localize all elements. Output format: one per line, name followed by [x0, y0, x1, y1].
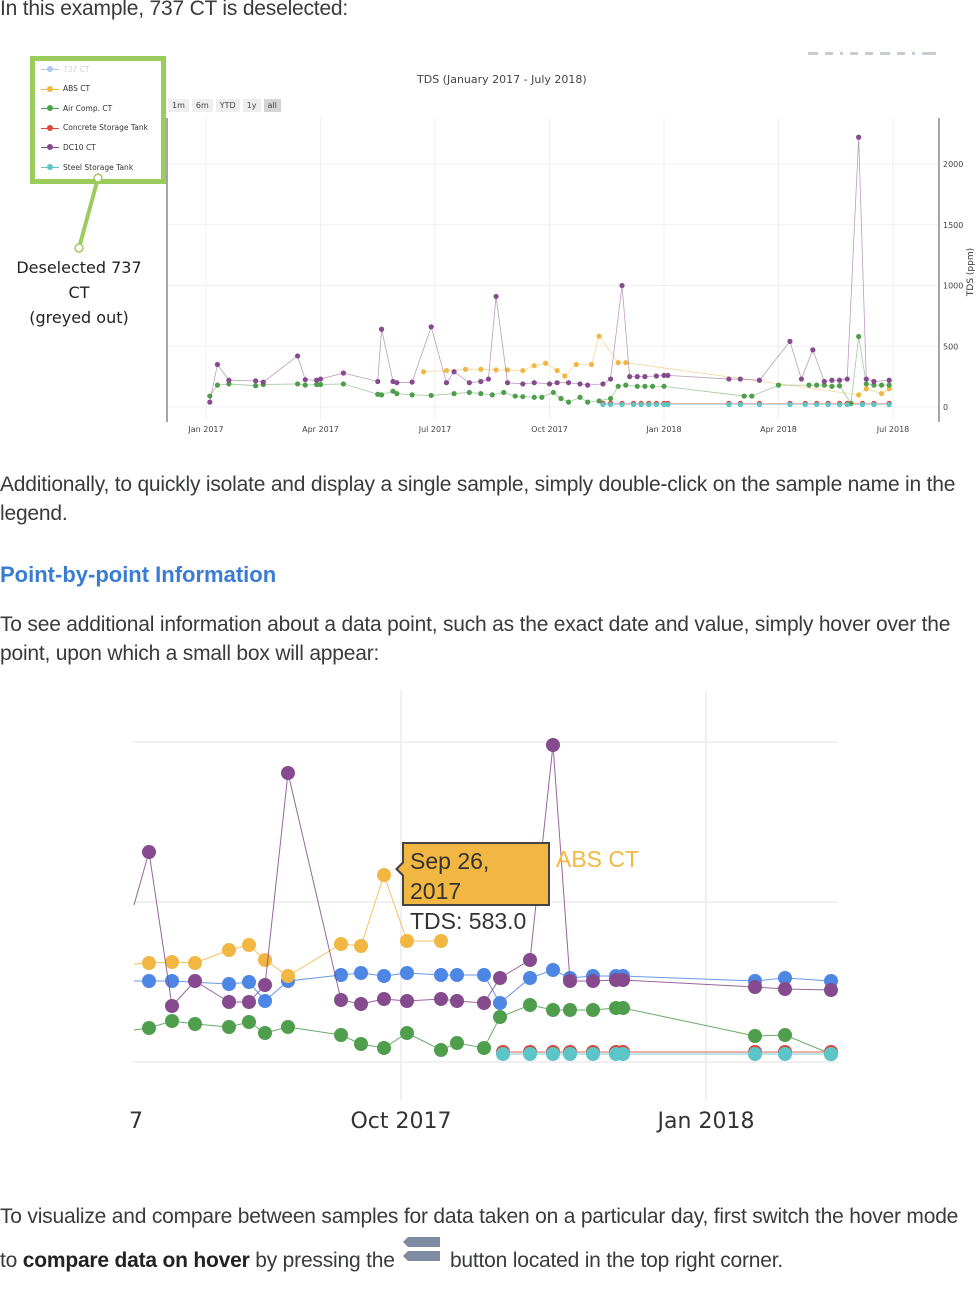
- intro-text: In this example, 737 CT is deselected:: [0, 0, 349, 20]
- legend-label: Concrete Storage Tank: [63, 123, 148, 133]
- tooltip-value: TDS: 583.0: [410, 908, 527, 934]
- spike-lines-icon[interactable]: [912, 52, 915, 55]
- svg-text:Apr 2018: Apr 2018: [760, 425, 797, 434]
- range-button-1y[interactable]: 1y: [242, 99, 261, 112]
- legend-marker-icon: [41, 103, 59, 113]
- legend-item-737-ct[interactable]: 737 CT: [41, 63, 90, 75]
- deselected-callout: Deselected 737 CT (greyed out): [4, 255, 154, 330]
- legend-marker-icon: [41, 162, 59, 172]
- svg-text:7: 7: [129, 1109, 143, 1134]
- legend-marker-icon: [41, 123, 59, 133]
- range-button-all[interactable]: all: [263, 99, 281, 112]
- section-title: Point-by-point Information: [0, 562, 277, 587]
- svg-text:Jan 2018: Jan 2018: [645, 425, 681, 434]
- camera-icon[interactable]: [808, 52, 818, 55]
- svg-text:Apr 2017: Apr 2017: [302, 425, 339, 434]
- tds-chart-plot[interactable]: Jan 2017 Apr 2017 Jul 2017 Oct 2017 Jan 2018…: [0, 40, 976, 440]
- svg-text:500: 500: [943, 342, 958, 351]
- legend-marker-icon: [41, 64, 59, 74]
- compare-bold-text: compare data on hover: [22, 1249, 250, 1272]
- svg-text:TDS (ppm): TDS (ppm): [966, 248, 976, 297]
- legend-item-abs-ct[interactable]: ABS CT: [41, 83, 90, 95]
- zoom-icon[interactable]: [825, 52, 833, 55]
- legend-item-dc10-ct[interactable]: DC10 CT: [41, 141, 96, 153]
- callout-line-2: (greyed out): [29, 308, 129, 327]
- svg-text:1000: 1000: [943, 282, 963, 291]
- zoom-out-icon[interactable]: [865, 52, 873, 55]
- svg-text:Jul 2018: Jul 2018: [876, 425, 910, 434]
- svg-text:1500: 1500: [943, 221, 963, 230]
- svg-text:Jul 2017: Jul 2017: [418, 425, 452, 434]
- legend-marker-icon: [41, 142, 59, 152]
- legend-label: ABS CT: [63, 84, 91, 94]
- range-button-ytd[interactable]: YTD: [215, 99, 240, 112]
- legend-label: Air Comp. CT: [63, 103, 113, 113]
- legend-item-steel-storage-tank[interactable]: Steel Storage Tank: [41, 161, 133, 173]
- chart-legend: 737 CT ABS CT Air Comp. CT Concrete Storage…: [30, 56, 166, 184]
- svg-text:0: 0: [943, 403, 948, 412]
- legend-marker-icon: [41, 84, 59, 94]
- tooltip-date: Sep 26, 2017: [410, 848, 490, 904]
- hover-paragraph: To see additional information about a da…: [0, 613, 951, 665]
- callout-connector: [74, 173, 103, 253]
- compare-hover-icon[interactable]: [922, 52, 936, 55]
- chart-title: TDS (January 2017 - July 2018): [417, 73, 587, 86]
- pan-icon[interactable]: [840, 52, 843, 55]
- svg-text:Oct 2017: Oct 2017: [531, 425, 568, 434]
- compare-paragraph: To visualize and compare between samples…: [0, 1195, 970, 1283]
- range-selector: 1m 6m YTD 1y all: [168, 99, 281, 112]
- range-button-6m[interactable]: 6m: [191, 99, 213, 112]
- callout-line-1: Deselected 737 CT: [16, 258, 142, 302]
- range-button-1m[interactable]: 1m: [168, 99, 189, 112]
- compare-text-3: button located in the top right corner.: [444, 1249, 784, 1272]
- legend-label: 737 CT: [63, 64, 90, 74]
- legend-label: DC10 CT: [63, 142, 96, 152]
- legend-item-concrete-storage-tank[interactable]: Concrete Storage Tank: [41, 122, 148, 134]
- zoomed-chart-plot[interactable]: 7 Oct 2017 Jan 2018: [120, 690, 850, 1140]
- svg-text:Jan 2017: Jan 2017: [187, 425, 223, 434]
- svg-text:2000: 2000: [943, 160, 963, 169]
- legend-label: Steel Storage Tank: [63, 162, 134, 172]
- isolate-paragraph: Additionally, to quickly isolate and dis…: [0, 473, 956, 525]
- tooltip-series-name: ABS CT: [556, 846, 640, 872]
- legend-item-air-comp-ct[interactable]: Air Comp. CT: [41, 102, 112, 114]
- svg-text:Jan 2018: Jan 2018: [656, 1109, 755, 1134]
- modebar[interactable]: [808, 52, 936, 55]
- compare-text-2: by pressing the: [249, 1249, 401, 1272]
- reset-axes-icon[interactable]: [897, 52, 905, 55]
- autoscale-icon[interactable]: [880, 52, 890, 55]
- svg-text:Oct 2017: Oct 2017: [350, 1109, 451, 1134]
- zoom-in-icon[interactable]: [850, 52, 858, 55]
- compare-hover-icon: [403, 1237, 441, 1271]
- compare-text-1: To visualize and compare between samples…: [0, 1205, 959, 1272]
- hover-tooltip: Sep 26, 2017 TDS: 583.0: [395, 842, 550, 934]
